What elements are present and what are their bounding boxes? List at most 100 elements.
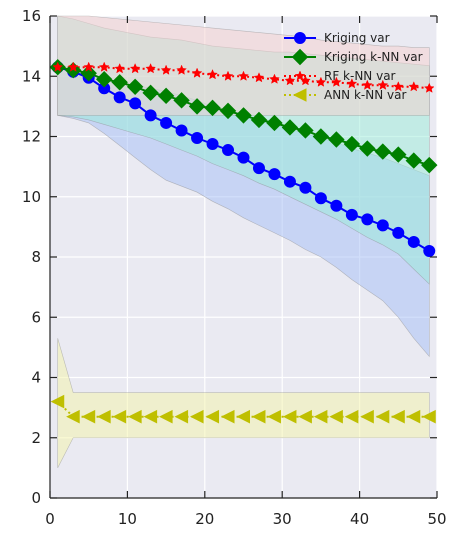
x-tick-label: 50 <box>427 510 446 528</box>
data-point <box>128 409 142 424</box>
x-tick-label: 10 <box>118 510 137 528</box>
data-point <box>160 64 172 75</box>
data-point <box>81 409 96 424</box>
data-point <box>315 76 327 87</box>
data-point <box>98 61 110 72</box>
data-point <box>345 208 358 221</box>
data-point <box>222 70 234 81</box>
data-point <box>390 146 407 163</box>
data-point <box>361 79 373 90</box>
data-point <box>313 409 328 424</box>
data-point <box>157 87 175 105</box>
data-point <box>205 409 220 424</box>
data-point <box>377 79 389 90</box>
data-point <box>158 409 173 424</box>
data-point <box>80 65 97 82</box>
data-point <box>283 175 296 188</box>
data-point <box>237 151 250 164</box>
data-point <box>314 192 327 205</box>
data-point <box>191 67 203 78</box>
data-point <box>267 409 281 424</box>
data-point <box>312 128 330 145</box>
data-point <box>143 409 158 424</box>
data-point <box>268 168 281 181</box>
data-point <box>284 75 296 86</box>
data-point <box>235 107 252 124</box>
data-point <box>142 84 159 102</box>
data-point <box>406 409 421 424</box>
data-point <box>189 409 204 424</box>
data-point <box>269 73 280 84</box>
legend-label-0: Kriging var <box>324 31 390 45</box>
legend: Kriging var Kriging k-NN var RF k-NN var AN… <box>284 31 423 102</box>
data-point <box>160 116 173 129</box>
legend-marker-2 <box>294 70 306 81</box>
data-point <box>222 144 235 157</box>
data-point <box>253 72 265 83</box>
x-tick-label: 30 <box>273 510 292 528</box>
data-point <box>50 394 65 409</box>
data-point <box>346 78 358 89</box>
data-point <box>343 135 361 153</box>
data-point <box>83 61 95 72</box>
data-point <box>145 63 157 74</box>
data-point <box>407 235 420 248</box>
data-point <box>252 162 265 175</box>
x-tick-label: 20 <box>195 510 214 528</box>
y-tick-label: 8 <box>31 248 41 266</box>
data-point <box>188 98 206 115</box>
data-point <box>392 81 404 92</box>
data-point <box>112 409 127 424</box>
data-point <box>238 70 249 81</box>
data-point <box>129 63 141 74</box>
series-markers <box>49 59 438 424</box>
data-point <box>52 61 64 72</box>
data-point <box>114 63 126 74</box>
data-point <box>344 409 359 424</box>
data-point <box>173 92 190 109</box>
data-point <box>176 64 187 75</box>
y-tick-label: 0 <box>31 489 41 507</box>
data-point <box>191 132 204 145</box>
x-tick-label: 40 <box>350 510 369 528</box>
data-point <box>376 219 389 232</box>
data-point <box>361 213 374 226</box>
data-point <box>126 78 144 96</box>
axes: 0 10 20 30 40 50 0 2 4 6 8 10 12 14 16 <box>22 7 447 528</box>
legend-marker-3 <box>292 88 307 102</box>
data-point <box>299 181 312 194</box>
data-point <box>330 199 343 212</box>
data-point <box>405 152 422 169</box>
legend-label-3: ANN k-NN var <box>324 88 406 102</box>
legend-marker-1 <box>291 48 309 66</box>
y-tick-label: 16 <box>22 7 41 25</box>
legend-label-1: Kriging k-NN var <box>324 50 423 64</box>
x-tick-label: 0 <box>45 510 55 528</box>
data-point <box>421 156 438 174</box>
data-point <box>422 409 436 424</box>
data-point <box>392 226 405 239</box>
data-point <box>236 409 250 424</box>
y-tick-label: 10 <box>22 188 41 206</box>
data-point <box>423 244 436 257</box>
data-point <box>129 97 142 110</box>
data-point <box>251 409 266 424</box>
data-point <box>144 109 157 122</box>
data-point <box>175 124 188 137</box>
legend-marker-0 <box>294 32 306 44</box>
y-tick-label: 14 <box>22 67 41 85</box>
data-point <box>297 122 314 139</box>
y-tick-label: 2 <box>31 429 41 447</box>
data-point <box>95 71 113 88</box>
data-point <box>174 409 189 424</box>
data-point <box>220 409 235 424</box>
data-point <box>67 61 79 72</box>
data-point <box>375 409 390 424</box>
legend-label-2: RF k-NN var <box>324 69 396 83</box>
data-point <box>113 91 126 104</box>
data-point <box>97 409 111 424</box>
data-point <box>423 82 435 93</box>
data-point <box>66 409 80 424</box>
